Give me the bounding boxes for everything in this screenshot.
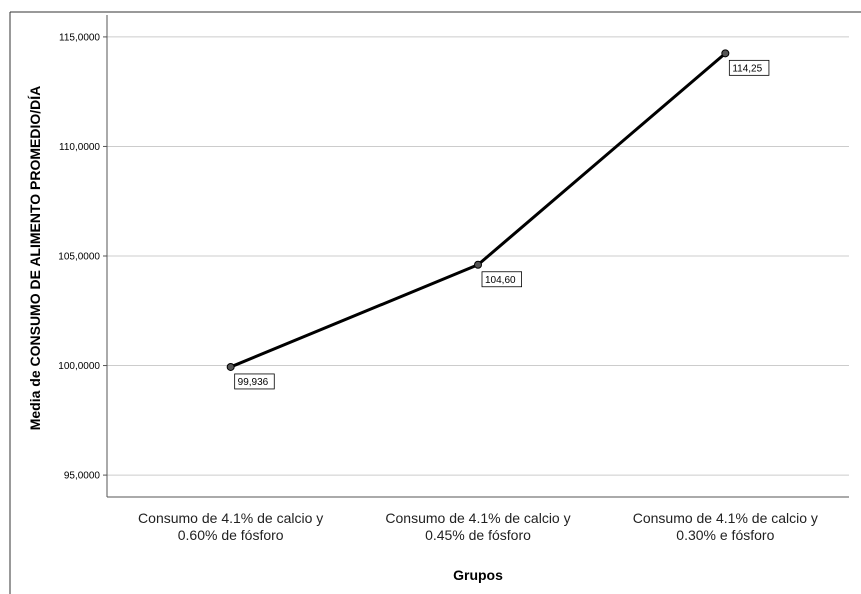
x-category-label: Consumo de 4.1% de calcio y 0.45% de fósf… (385, 510, 570, 543)
data-label: 114,25 (728, 59, 770, 76)
x-category-label: Consumo de 4.1% de calcio y 0.60% de fósf… (138, 510, 323, 543)
data-labels: 99,936 104,60 114,25 (234, 59, 770, 390)
y-tick-label: 100,0000 (58, 361, 100, 372)
data-label-text: 104,60 (485, 275, 516, 286)
x-category-labels: Consumo de 4.1% de calcio y 0.60% de fósf… (138, 510, 818, 543)
data-point (474, 260, 482, 269)
data-label-text: 99,936 (238, 377, 269, 388)
data-label: 104,60 (481, 271, 522, 288)
data-label-box (234, 373, 275, 390)
y-tick-label: 110,0000 (59, 142, 100, 153)
series-line (230, 52, 727, 369)
y-axis-title: Media de CONSUMO DE ALIMENTO PROMEDIO/DÍ… (27, 86, 43, 431)
y-tick-label: 105,0000 (58, 252, 100, 263)
data-label-box (481, 271, 522, 288)
grid-lines (107, 36, 849, 476)
y-tick-labels: 95,0000 100,0000 105,0000 110,0000 115,0000 (58, 32, 107, 482)
y-tick-label: 115,0000 (59, 32, 100, 43)
series (226, 49, 730, 371)
data-label: 99,936 (234, 373, 275, 390)
data-point (721, 49, 730, 58)
data-point (226, 362, 235, 371)
y-tick-label: 95,0000 (64, 471, 101, 482)
data-label-box (728, 59, 770, 76)
data-label-text: 114,25 (732, 63, 762, 74)
x-category-label: Consumo de 4.1% de calcio y 0.30% e fósfo… (633, 510, 818, 543)
x-axis-title: Grupos (453, 567, 503, 583)
